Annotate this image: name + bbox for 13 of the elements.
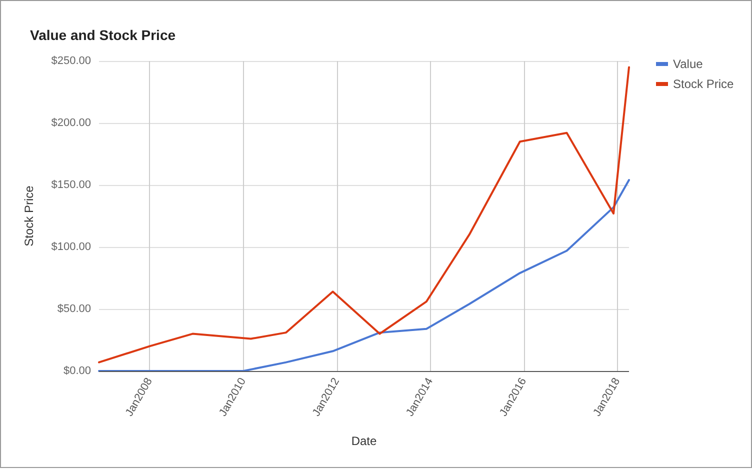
y-tick-label: $0.00 [63,365,91,377]
line-series [98,179,630,372]
y-tick-label: $100.00 [51,241,91,253]
line-series [98,66,630,364]
y-axis-title: Stock Price [22,185,36,246]
legend-label: Value [673,57,704,71]
chart-title: Value and Stock Price [30,27,176,43]
y-tick-label: $50.00 [57,303,91,315]
y-tick-label: $200.00 [51,117,91,129]
legend-label: Stock Price [673,77,734,91]
y-tick-label: $250.00 [51,55,91,67]
y-tick-label: $150.00 [51,179,91,191]
x-axis-title: Date [351,434,377,448]
